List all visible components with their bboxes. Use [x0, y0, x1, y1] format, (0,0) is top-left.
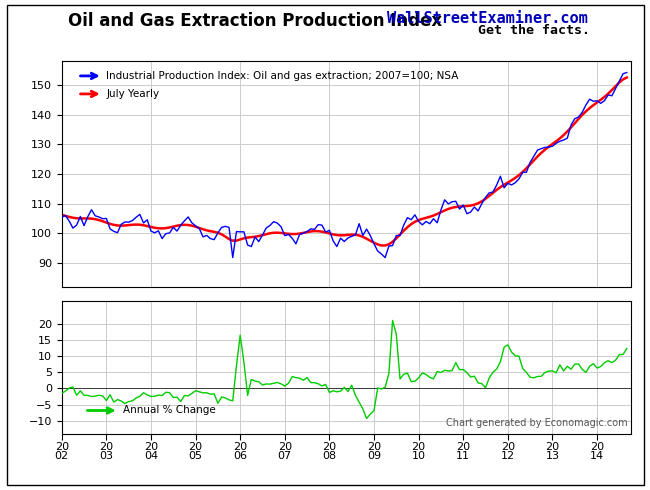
- Text: July Yearly: July Yearly: [106, 89, 159, 99]
- Text: Annual % Change: Annual % Change: [124, 406, 216, 416]
- Text: Get the facts.: Get the facts.: [478, 24, 590, 37]
- Text: Industrial Production Index: Oil and gas extraction; 2007=100; NSA: Industrial Production Index: Oil and gas…: [106, 71, 458, 81]
- Text: WallStreetExaminer.com: WallStreetExaminer.com: [387, 11, 588, 26]
- Text: Oil and Gas Extraction Production Index: Oil and Gas Extraction Production Index: [68, 12, 443, 30]
- Text: Chart generated by Economagic.com: Chart generated by Economagic.com: [446, 418, 628, 428]
